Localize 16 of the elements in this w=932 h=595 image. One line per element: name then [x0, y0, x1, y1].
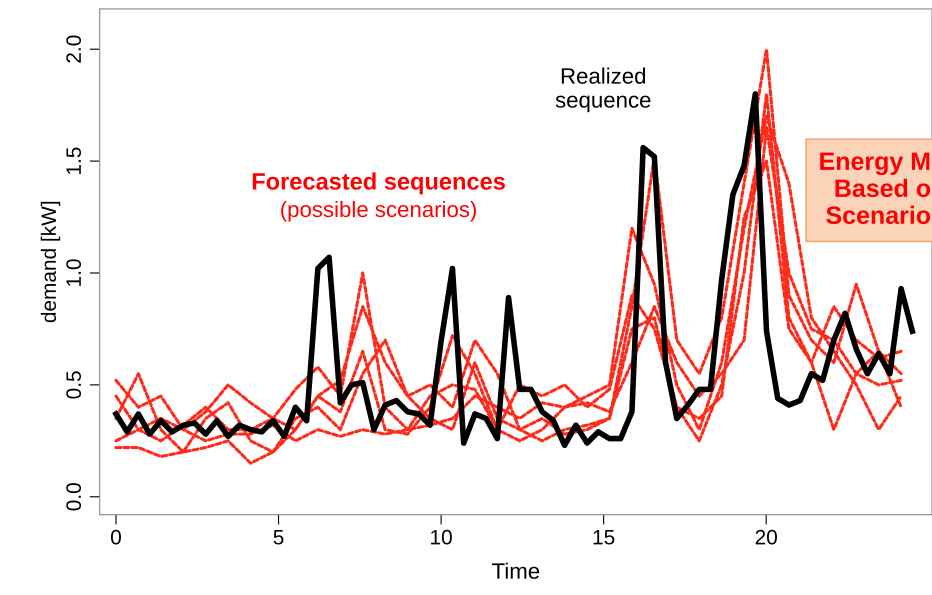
x-axis-title: Time: [492, 562, 540, 579]
y-tick-label: 2.0: [66, 36, 82, 63]
y-tick-label: 1.5: [66, 147, 82, 174]
y-tick-label: 0.5: [66, 371, 82, 399]
annotation: Forecasted sequences: [252, 172, 505, 194]
annotation: (possible scenarios): [281, 200, 476, 222]
x-tick-label: 0: [111, 530, 121, 545]
y-tick-label: 1.0: [66, 259, 82, 286]
x-tick-label: 15: [594, 530, 614, 545]
x-tick-label: 20: [756, 530, 777, 545]
annotation: Realized sequence: [556, 68, 650, 112]
y-tick-label: 0.0: [66, 483, 82, 510]
annotation: Energy M Based o Scenario: [820, 152, 930, 224]
x-tick-label: 10: [431, 530, 452, 545]
y-axis-title: demand [kW]: [40, 202, 60, 322]
x-tick-label: 5: [274, 530, 284, 545]
